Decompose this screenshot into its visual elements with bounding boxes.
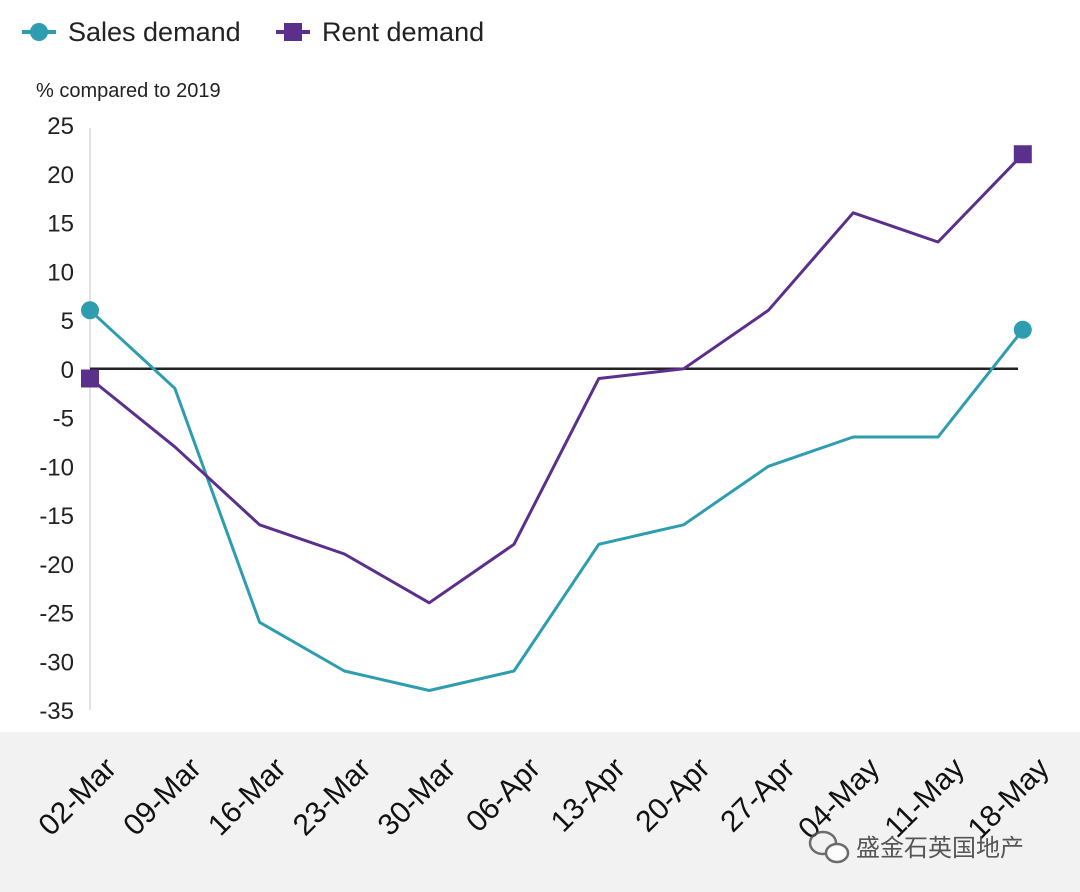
y-tick-label: -10 [39,454,74,481]
legend-item-sales[interactable]: Sales demand [22,17,241,47]
series-line-rent [89,153,1024,605]
wechat-icon [808,830,850,864]
legend: Sales demand Rent demand [22,17,484,47]
series-group [81,145,1032,692]
y-tick-label: -35 [39,698,74,725]
watermark: 盛金石英国地产 [808,830,1024,864]
y-tick-label: -15 [39,503,74,530]
legend-item-rent[interactable]: Rent demand [276,17,484,47]
data-point-rent[interactable] [81,369,99,388]
y-tick-label: -5 [53,406,74,433]
data-point-sales[interactable] [81,301,99,320]
y-tick-label: 0 [61,357,74,384]
y-tick-label: 20 [47,162,74,189]
y-tick-label: -30 [39,649,74,676]
y-axis-label: % compared to 2019 [36,80,221,102]
watermark-text: 盛金石英国地产 [856,835,1024,862]
series-line-sales [88,309,1024,692]
y-tick-label: 5 [61,308,74,335]
y-tick-labels: 25 20 15 10 5 0 -5 -10 -15 -20 -25 -30 -35 [39,113,74,725]
y-tick-label: 10 [47,259,74,286]
y-tick-label: 25 [47,113,74,140]
x-label-band [0,732,1080,892]
y-tick-label: -25 [39,601,74,628]
y-tick-label: 15 [47,211,74,238]
legend-sales-label: Sales demand [68,17,241,47]
legend-rent-label: Rent demand [322,17,484,47]
legend-sales-marker [30,23,48,41]
y-tick-label: -20 [39,552,74,579]
data-point-sales[interactable] [1013,320,1032,339]
legend-rent-marker [284,23,302,41]
data-point-rent[interactable] [1013,145,1032,164]
